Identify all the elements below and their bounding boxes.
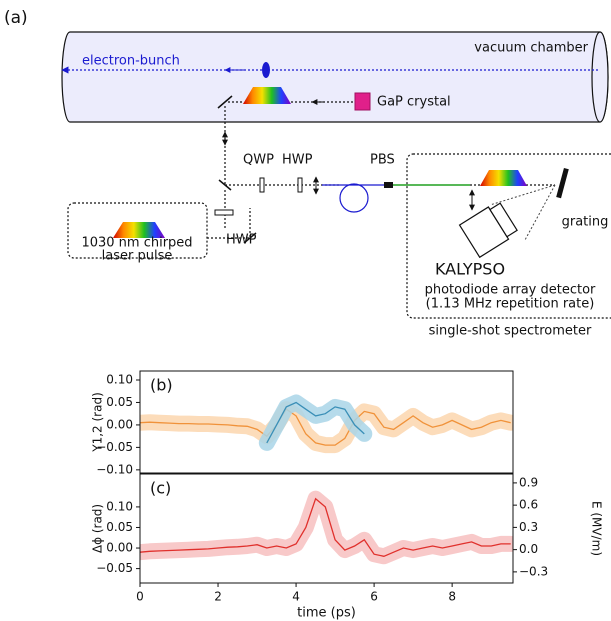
x-tick-label: 4: [292, 590, 300, 604]
y-tick-label: −0.05: [96, 561, 133, 575]
crystal-label: GaP crystal: [377, 95, 451, 110]
y-tick-label: 0.00: [106, 541, 133, 555]
detector: [458, 202, 518, 259]
spectrum: [113, 222, 165, 238]
panel-label: (c): [150, 479, 171, 498]
pbs-label: PBS: [370, 153, 395, 168]
y-tick-label: 0.10: [106, 499, 133, 513]
y2-tick-label: 0.9: [519, 475, 538, 489]
plot-area: [140, 490, 513, 565]
mirror: [243, 232, 257, 244]
grating: [556, 167, 569, 199]
y-tick-label: 0.05: [106, 395, 133, 409]
mean-line: [266, 401, 365, 444]
kalypso-label: KALYPSO: [435, 260, 505, 279]
panel-label: (a): [4, 8, 28, 28]
spectrum: [243, 87, 291, 104]
y2-tick-label: 0.6: [519, 498, 538, 512]
chamber-label: vacuum chamber: [474, 41, 588, 56]
y-tick-label: −0.10: [96, 462, 133, 476]
charts: −0.10−0.050.000.050.10 (b)Y1,2 (rad)−0.05…: [91, 370, 604, 621]
dispersion: [489, 184, 556, 241]
detector-label: photodiode array detector: [425, 283, 596, 298]
spectrum: [480, 170, 527, 186]
hwp-label: HWP: [226, 233, 257, 248]
electron-bunch: [262, 62, 270, 78]
plot-frame: [139, 473, 514, 584]
pbs: [384, 182, 393, 188]
fiber-loop: [339, 183, 369, 213]
y-axis-label: Y1,2 (rad): [91, 392, 105, 453]
y2-axis-label: E (MV/m): [590, 501, 604, 556]
y-tick-label: −0.05: [96, 440, 133, 454]
qwp-label: QWP: [243, 153, 274, 168]
plot-area: [140, 394, 513, 454]
x-tick-label: 8: [448, 590, 456, 604]
vacuum-chamber: [61, 31, 609, 123]
plot-frame: [139, 370, 514, 474]
hwp-label: HWP: [282, 153, 313, 168]
hwp: [214, 209, 234, 216]
x-tick-label: 2: [214, 590, 222, 604]
y-tick-label: 0.00: [106, 417, 133, 431]
y2-tick-label: 0.3: [519, 520, 538, 534]
qwp: [259, 177, 265, 193]
y2-tick-label: −0.3: [519, 564, 548, 578]
y-tick-label: 0.10: [106, 372, 133, 386]
mean-line: [140, 497, 511, 557]
hwp: [297, 177, 303, 193]
gap-crystal: [354, 92, 371, 111]
laser-box: [67, 202, 208, 259]
x-tick-label: 0: [136, 590, 144, 604]
y-tick-label: 0.05: [106, 520, 133, 534]
laser-label: laser pulse: [102, 249, 173, 264]
spectrometer-label: single-shot spectrometer: [429, 324, 592, 339]
y2-tick-label: 0.0: [519, 542, 538, 556]
grating-label: grating: [562, 215, 609, 230]
bunch-label: electron-bunch: [82, 54, 180, 69]
panel-label: (b): [150, 376, 173, 395]
mean-line: [140, 408, 511, 446]
laser-label: 1030 nm chirped: [81, 236, 192, 251]
x-tick-label: 6: [370, 590, 378, 604]
x-axis-label: time (ps): [297, 606, 356, 621]
y-axis-label: Δϕ (rad): [91, 504, 105, 553]
detector-label: (1.13 MHz repetition rate): [426, 297, 595, 312]
mirror: [217, 95, 233, 109]
